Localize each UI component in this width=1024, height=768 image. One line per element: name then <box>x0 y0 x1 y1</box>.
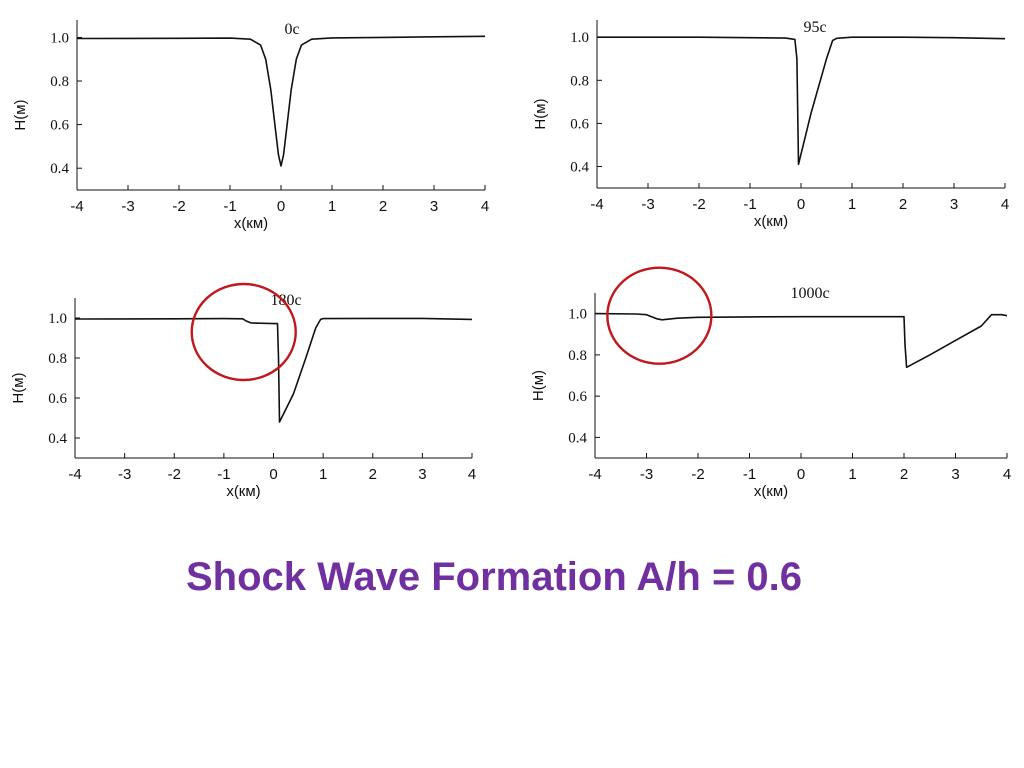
y-tick-label: 1.0 <box>48 311 67 327</box>
x-tick-label: 2 <box>379 198 387 215</box>
x-tick-label: -1 <box>743 466 756 483</box>
x-axis-title: х(км) <box>226 483 260 500</box>
x-tick-label: 0 <box>277 198 285 215</box>
x-tick-label: 0 <box>797 196 805 213</box>
x-tick-label: -3 <box>118 466 131 483</box>
x-tick-label: 4 <box>1003 466 1011 483</box>
x-tick-label: 0 <box>797 466 805 483</box>
y-tick-label: 0.4 <box>48 431 67 447</box>
panel-time-label: 0с <box>284 21 299 38</box>
y-tick-label: 0.4 <box>50 161 69 177</box>
x-tick-label: -1 <box>223 198 236 215</box>
x-tick-label: -4 <box>68 466 81 483</box>
highlight-circle <box>606 266 713 365</box>
y-axis-title: Н(м) <box>10 372 27 403</box>
x-tick-label: 3 <box>418 466 426 483</box>
y-tick-label: 0.8 <box>48 351 67 367</box>
y-tick-label: 0.6 <box>50 118 69 134</box>
x-tick-label: 2 <box>900 466 908 483</box>
x-tick-label: -1 <box>217 466 230 483</box>
x-axis-title: х(км) <box>234 215 268 232</box>
x-tick-label: -2 <box>692 196 705 213</box>
y-tick-label: 0.8 <box>50 74 69 90</box>
x-tick-label: -4 <box>70 198 83 215</box>
chart-panel-3: -4 -3 -2 -1 0 1 2 3 41.00.80.60.4х(км)Н(м)180с <box>10 282 476 500</box>
x-tick-label: -4 <box>590 196 603 213</box>
water-surface-line-4-1 <box>594 312 1008 369</box>
slide-title: Shock Wave Formation A/h = 0.6 <box>185 555 803 599</box>
x-tick-label: 4 <box>468 466 476 483</box>
panel-time-label: 1000с <box>790 285 829 302</box>
x-tick-label: 2 <box>899 196 907 213</box>
y-tick-label: 0.4 <box>570 159 589 175</box>
x-tick-label: 3 <box>951 466 959 483</box>
water-surface-line-1-1 <box>76 35 486 167</box>
x-tick-label: 3 <box>950 196 958 213</box>
x-tick-label: 1 <box>328 198 336 215</box>
x-tick-label: 1 <box>319 466 327 483</box>
y-tick-label: 0.6 <box>570 116 589 132</box>
highlight-circle <box>190 282 297 382</box>
x-tick-label: -2 <box>691 466 704 483</box>
x-tick-label: -3 <box>640 466 653 483</box>
y-tick-label: 0.8 <box>570 73 589 89</box>
x-tick-label: -1 <box>743 196 756 213</box>
chart-panel-4: -4 -3 -2 -1 0 1 2 3 4 1.0 0.8 0.6 0.4 х(км) Н(м) 1000с <box>530 266 1011 500</box>
x-tick-label: -2 <box>168 466 181 483</box>
y-tick-label: 0.6 <box>568 389 587 405</box>
x-tick-label: -3 <box>641 196 654 213</box>
x-tick-label: 4 <box>481 198 489 215</box>
y-tick-label: 0.6 <box>48 391 67 407</box>
x-axis-title: х(км) <box>754 213 788 230</box>
water-surface-line-3-1 <box>74 317 473 423</box>
chart-panel-2: -4 -3 -2 -1 0 1 2 3 4 1.0 0.8 0.6 0.4 х(км) Н(м) 95с <box>532 19 1009 230</box>
x-tick-label: -3 <box>121 198 134 215</box>
x-tick-label: 4 <box>1001 196 1009 213</box>
y-tick-label: 1.0 <box>50 30 69 46</box>
y-tick-label: 0.8 <box>568 348 587 364</box>
y-tick-label: 1.0 <box>570 30 589 46</box>
x-tick-label: 0 <box>269 466 277 483</box>
x-axis-title: х(км) <box>754 483 788 500</box>
y-axis-title: Н(м) <box>530 370 547 401</box>
y-tick-label: 0.4 <box>568 430 587 446</box>
water-surface-line-2-1 <box>597 36 1006 166</box>
y-axis-title: Н(м) <box>12 99 29 130</box>
chart-panel-1: -4 -3 -2 -1 0 1 2 3 4 1.0 0.8 0.6 0.4 х(км) Н(м) 0с <box>12 20 489 232</box>
x-tick-label: 1 <box>848 196 856 213</box>
x-tick-label: 3 <box>430 198 438 215</box>
y-axis-title: Н(м) <box>532 98 549 129</box>
x-tick-label: 2 <box>369 466 377 483</box>
y-tick-label: 1.0 <box>568 307 587 323</box>
x-tick-label: -2 <box>172 198 185 215</box>
x-tick-label: -4 <box>588 466 601 483</box>
x-tick-label: 1 <box>848 466 856 483</box>
panel-time-label: 95с <box>803 19 826 36</box>
